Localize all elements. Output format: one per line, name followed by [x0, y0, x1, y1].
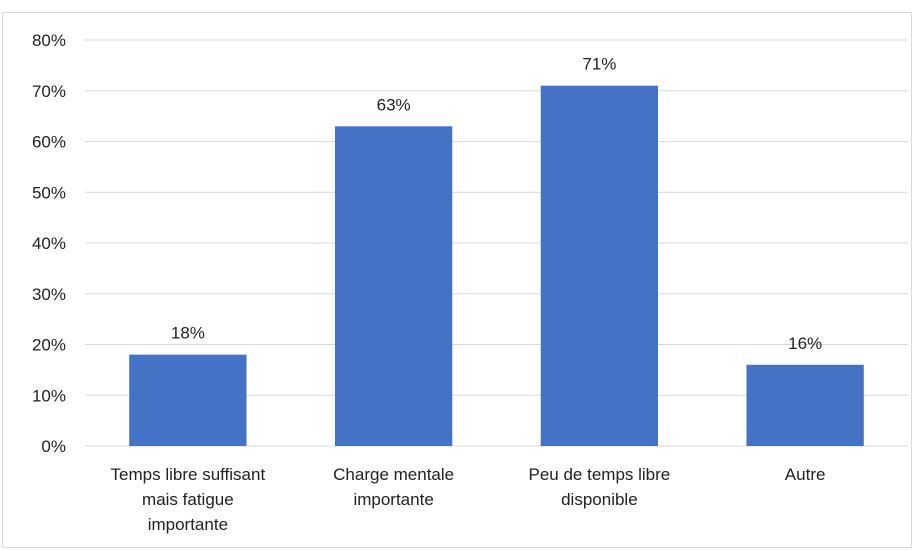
- category-label: Charge mentale importante: [333, 465, 454, 509]
- y-tick-label: 20%: [32, 336, 66, 355]
- bar: [540, 85, 659, 447]
- y-tick-label: 60%: [32, 133, 66, 152]
- y-tick-label: 0%: [41, 437, 66, 456]
- data-label: 16%: [788, 334, 822, 353]
- data-labels: 18% 63% 71% 16%: [171, 55, 822, 353]
- data-label: 71%: [582, 55, 616, 74]
- y-tick-label: 30%: [32, 285, 66, 304]
- data-label: 18%: [171, 324, 205, 343]
- category-label: Temps libre suffisant mais fatigue importa…: [111, 465, 266, 534]
- category-label: Autre: [785, 465, 826, 484]
- category-label: Peu de temps libre disponible: [529, 465, 671, 509]
- chart-frame: [2, 12, 912, 548]
- bars: [129, 85, 864, 447]
- x-axis-category-labels: Temps libre suffisant mais fatigue importa…: [111, 465, 826, 534]
- bar: [129, 354, 247, 446]
- bar: [334, 126, 453, 447]
- y-tick-label: 10%: [32, 386, 66, 405]
- y-tick-label: 50%: [32, 183, 66, 202]
- data-label: 63%: [377, 95, 411, 114]
- y-axis-tick-labels: 0% 10% 20% 30% 40% 50% 60% 70% 80%: [32, 31, 66, 456]
- y-tick-label: 40%: [32, 234, 66, 253]
- y-tick-label: 80%: [32, 31, 66, 50]
- bar: [746, 364, 864, 446]
- y-tick-label: 70%: [32, 82, 66, 101]
